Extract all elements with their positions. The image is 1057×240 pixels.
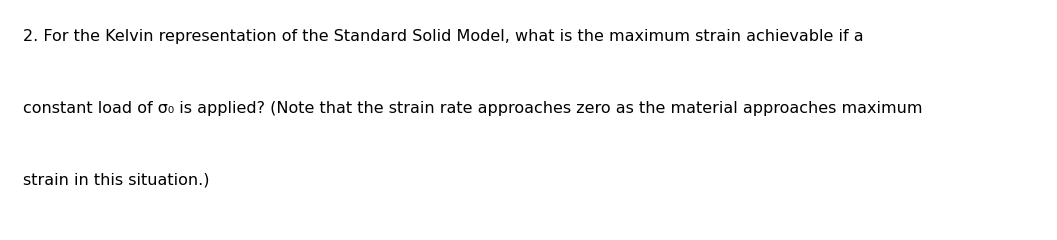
Text: strain in this situation.): strain in this situation.)	[23, 173, 209, 188]
Text: constant load of σ₀ is applied? (Note that the strain rate approaches zero as th: constant load of σ₀ is applied? (Note th…	[23, 101, 923, 116]
Text: 2. For the Kelvin representation of the Standard Solid Model, what is the maximu: 2. For the Kelvin representation of the …	[23, 29, 864, 44]
